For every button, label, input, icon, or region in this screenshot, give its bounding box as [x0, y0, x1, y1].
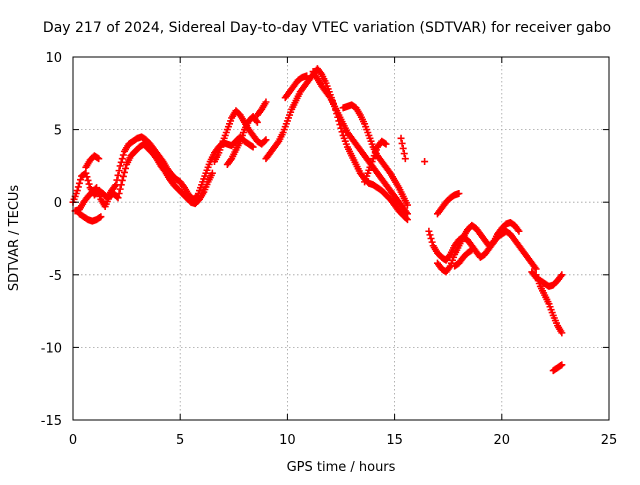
data-point	[557, 272, 565, 280]
data-point	[77, 176, 85, 184]
data-point	[262, 98, 270, 106]
data-point	[116, 162, 124, 170]
plot-frame	[72, 56, 610, 421]
data-point	[120, 168, 128, 176]
data-point	[455, 189, 463, 197]
data-point	[426, 231, 434, 239]
data-point	[401, 155, 409, 163]
x-axis-label: GPS time / hours	[287, 460, 396, 475]
y-tick-label: 5	[54, 124, 62, 139]
data-point	[303, 72, 311, 80]
x-tick-label: 5	[176, 433, 184, 448]
data-point	[115, 167, 123, 175]
data-point	[227, 156, 235, 164]
data-point	[425, 227, 433, 235]
data-point	[252, 117, 260, 125]
data-point	[74, 183, 82, 191]
y-tick-label: -15	[41, 414, 62, 429]
data-point	[445, 252, 453, 260]
data-point	[558, 361, 566, 369]
data-point	[402, 215, 410, 223]
data-point	[445, 264, 453, 272]
data-point	[117, 181, 125, 189]
data-point	[73, 187, 81, 195]
axis-ticks: 0 5 10 15 20 25 -15 -10 -5 0 5 10	[41, 51, 618, 448]
data-point	[117, 158, 125, 166]
grid	[73, 57, 609, 420]
data-point	[402, 208, 410, 216]
data-point	[95, 155, 103, 163]
x-tick-label: 0	[69, 433, 77, 448]
data-point	[208, 169, 216, 177]
data-point	[119, 172, 127, 180]
data-point	[75, 179, 83, 187]
data-point	[325, 92, 333, 100]
data-point	[515, 227, 523, 235]
data-point	[427, 235, 435, 242]
data-point	[116, 185, 124, 193]
data-point	[119, 151, 127, 159]
data-point	[428, 238, 436, 246]
data-point	[118, 155, 126, 163]
data-point	[558, 329, 566, 337]
y-axis-label: SDTVAR / TECUs	[7, 185, 22, 292]
data-point	[84, 176, 92, 184]
x-tick-label: 15	[386, 433, 403, 448]
data-point	[403, 201, 411, 209]
data-points	[69, 65, 566, 375]
data-point	[261, 137, 269, 145]
data-point	[118, 176, 126, 184]
data-point	[400, 150, 408, 158]
x-tick-label: 10	[279, 433, 296, 448]
data-point	[468, 246, 476, 254]
data-point	[115, 189, 123, 197]
chart-title: Day 217 of 2024, Sidereal Day-to-day VTE…	[43, 20, 611, 36]
data-point	[398, 139, 406, 147]
data-point	[403, 210, 411, 218]
data-point	[274, 139, 282, 147]
data-point	[111, 182, 119, 190]
data-point	[317, 69, 325, 77]
x-tick-label: 20	[494, 433, 511, 448]
data-point	[262, 136, 270, 144]
data-point	[249, 143, 257, 151]
y-tick-label: -5	[49, 269, 62, 284]
data-point	[114, 171, 122, 179]
data-point	[97, 213, 105, 221]
x-tick-label: 25	[601, 433, 618, 448]
data-point	[83, 173, 91, 181]
data-point	[122, 164, 130, 172]
data-point	[421, 158, 429, 166]
data-point	[85, 180, 93, 188]
data-point	[558, 271, 566, 279]
y-tick-label: 10	[45, 51, 62, 66]
data-point	[253, 118, 261, 126]
y-tick-label: -10	[41, 341, 62, 356]
data-point	[514, 226, 522, 234]
data-point	[531, 264, 539, 272]
data-point	[114, 194, 122, 202]
y-tick-label: 0	[54, 196, 62, 211]
data-point	[397, 134, 405, 142]
data-point	[399, 144, 407, 152]
data-point	[382, 140, 390, 148]
